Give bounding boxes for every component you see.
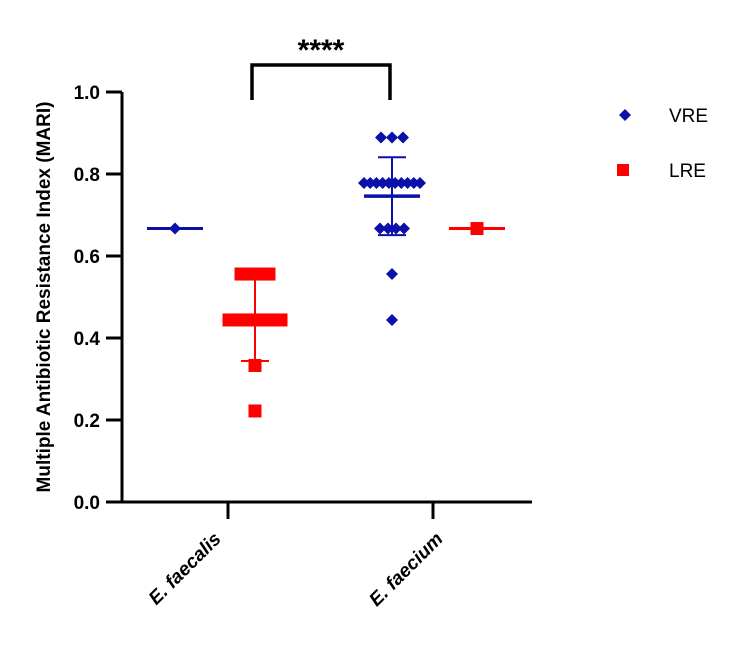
lre-group-2	[449, 222, 505, 236]
vre-point	[401, 177, 414, 190]
vre-point	[414, 177, 426, 190]
vre-point	[386, 313, 398, 326]
vre-point	[386, 268, 398, 281]
legend-lre-marker	[617, 164, 629, 176]
significance-label: ****	[298, 34, 345, 67]
significance-bracket: ****	[250, 34, 392, 100]
lre-group-1	[222, 267, 288, 418]
vre-point	[376, 177, 389, 190]
x-tick-label-e-faecium: E. faecium	[365, 529, 447, 611]
y-axis-title: Multiple Antibiotic Resistance Index (MA…	[34, 102, 55, 493]
x-tick-label-e-faecalis: E. faecalis	[145, 529, 226, 610]
legend-vre-marker	[619, 109, 631, 121]
legend: VRE LRE	[617, 106, 708, 182]
y-ticks: 0.0 0.2 0.4 0.6 0.8 1.0	[74, 83, 122, 514]
significance-bracket-line	[250, 63, 392, 100]
y-tick-label: 1.0	[74, 83, 100, 104]
vre-point	[398, 222, 410, 235]
y-tick-label: 0.2	[74, 411, 100, 432]
axes: 0.0 0.2 0.4 0.6 0.8 1.0	[74, 83, 532, 519]
vre-point	[395, 177, 408, 190]
vre-point	[375, 131, 387, 144]
legend-lre-label: LRE	[669, 161, 706, 182]
lre-point	[248, 358, 262, 372]
y-tick-label: 0.0	[74, 493, 100, 514]
y-tick-label: 0.8	[74, 165, 100, 186]
y-tick-label: 0.6	[74, 247, 100, 268]
vre-point	[397, 131, 409, 144]
vre-point	[364, 177, 377, 190]
y-tick-label: 0.4	[74, 329, 101, 350]
lre-point	[262, 267, 276, 281]
vre-group-2	[358, 131, 426, 326]
vre-point	[407, 177, 420, 190]
plot-area	[147, 131, 505, 418]
vre-point	[386, 131, 398, 144]
vre-group-1	[147, 222, 203, 235]
legend-vre-label: VRE	[669, 106, 708, 127]
vre-point	[370, 177, 383, 190]
vre-point	[358, 177, 370, 190]
vre-point	[374, 222, 386, 235]
lre-point	[248, 404, 262, 418]
